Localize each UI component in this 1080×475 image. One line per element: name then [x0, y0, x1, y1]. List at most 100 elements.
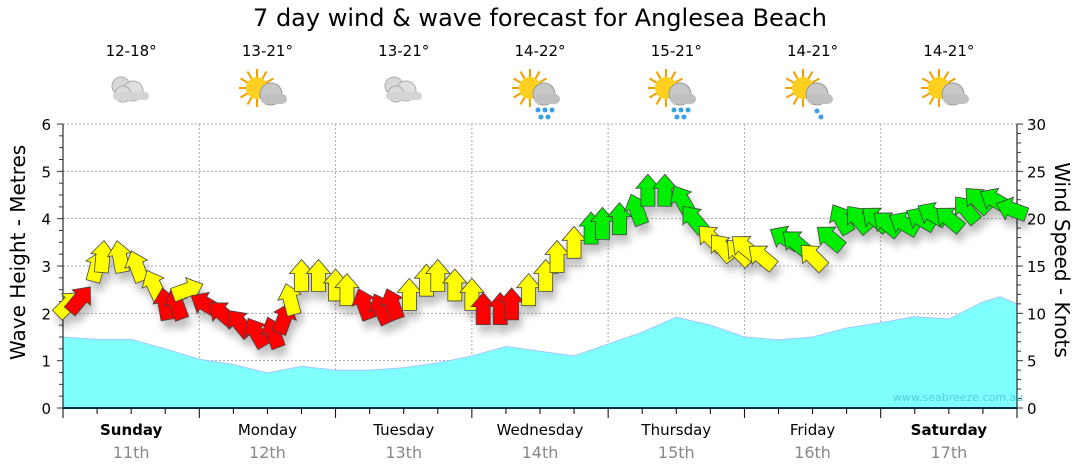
day-name: Friday — [789, 421, 836, 439]
wind-arrow — [498, 287, 525, 321]
wind-arrow-shape — [995, 196, 1030, 222]
light-showers-icon — [784, 69, 833, 120]
right-tick-label: 10 — [1027, 305, 1046, 323]
temperature-range: 14-21° — [923, 42, 975, 60]
day-label: Monday 12th — [202, 421, 332, 462]
wind-arrow — [561, 225, 587, 259]
wind-arrow-shape — [936, 207, 967, 235]
forecast-day: 15-21° — [626, 42, 726, 122]
left-tick-label: 1 — [41, 353, 51, 371]
day-name: Wednesday — [496, 421, 584, 439]
watermark: www.seabreeze.com.au — [893, 391, 1024, 404]
wind-arrow-shape — [800, 244, 830, 274]
wind-arrow-shape — [748, 245, 779, 273]
wind-arrow — [816, 226, 847, 254]
temperature-range: 13-21° — [378, 42, 430, 60]
wind-arrow — [90, 239, 116, 274]
day-date: 14th — [521, 443, 559, 462]
right-tick-label: 5 — [1027, 353, 1037, 371]
showers-icon — [648, 69, 697, 120]
wind-arrow-shape — [561, 225, 587, 259]
wind-arrow — [424, 258, 451, 292]
forecast-day: 13-21° — [217, 42, 317, 122]
day-name: Tuesday — [373, 421, 435, 439]
left-tick-label: 4 — [41, 211, 51, 229]
day-date: 16th — [794, 443, 831, 462]
wind-arrow — [379, 288, 405, 322]
day-name: Thursday — [641, 421, 712, 439]
y-axis-label-right: Wind Speed - Knots — [1050, 162, 1074, 358]
temperature-range: 14-21° — [787, 42, 839, 60]
day-date: 15th — [657, 443, 695, 462]
wind-arrow-shape — [955, 196, 983, 227]
left-tick-label: 2 — [41, 305, 51, 323]
wind-arrow-shape — [63, 286, 91, 317]
right-tick-label: 0 — [1027, 400, 1037, 418]
wind-arrow — [748, 245, 779, 273]
day-name: Sunday — [99, 421, 163, 439]
wind-arrow — [800, 244, 830, 274]
day-date: 11th — [112, 443, 150, 462]
wind-arrow-shape — [635, 173, 661, 207]
wind-arrow-shape — [424, 258, 451, 292]
temperature-range: 15-21° — [650, 42, 702, 60]
forecast-day: 14-22° — [490, 42, 590, 122]
wind-arrow — [829, 204, 856, 237]
day-label: Saturday 17th — [884, 421, 1014, 462]
axes: 0 1 2 3 4 5 6 0 5 10 15 20 25 30 — [41, 116, 1046, 418]
day-date: 17th — [930, 443, 968, 462]
wind-arrow-shape — [396, 277, 423, 311]
wind-arrow-shape — [305, 258, 332, 292]
wind-arrow — [351, 288, 377, 322]
wind-arrow — [955, 196, 983, 227]
wind-arrow-shape — [829, 204, 856, 237]
wind-arrow-shape — [441, 268, 468, 302]
wind-arrow — [305, 258, 332, 292]
temperature-range: 14-22° — [514, 42, 566, 60]
chart-title: 7 day wind & wave forecast for Anglesea … — [253, 4, 827, 32]
wind-arrow-shape — [351, 288, 377, 322]
day-label: Wednesday 14th — [475, 421, 605, 462]
forecast-day: 13-21° — [354, 42, 454, 122]
day-name: Saturday — [910, 421, 988, 439]
right-tick-label: 20 — [1027, 211, 1046, 229]
wind-arrow-shape — [106, 240, 133, 274]
wind-arrow — [288, 258, 315, 292]
wind-arrow — [936, 207, 967, 235]
wind-arrows — [51, 173, 1030, 351]
wind-arrow — [515, 273, 542, 307]
left-tick-label: 6 — [41, 116, 51, 134]
wind-arrow-shape — [288, 258, 315, 292]
forecast-day: 14-21° — [899, 42, 999, 122]
wind-arrow-shape — [470, 291, 497, 326]
cloudy-icon — [384, 76, 422, 103]
right-tick-label: 15 — [1027, 258, 1046, 276]
wind-arrow — [441, 268, 468, 302]
wind-arrow — [63, 286, 91, 317]
partly-cloudy-icon — [239, 69, 288, 107]
wind-arrow-shape — [90, 239, 116, 274]
wind-arrow-shape — [515, 273, 542, 307]
wind-arrow — [106, 240, 133, 274]
wind-arrow-shape — [816, 226, 847, 254]
temperature-range: 13-21° — [241, 42, 293, 60]
wind-arrow — [544, 239, 570, 273]
day-label: Tuesday 13th — [339, 421, 469, 462]
day-label: Sunday 11th — [66, 421, 196, 462]
wind-arrow-shape — [379, 288, 405, 322]
left-tick-label: 0 — [41, 400, 51, 418]
day-name: Monday — [237, 421, 298, 439]
right-tick-label: 30 — [1027, 116, 1046, 134]
day-date: 12th — [249, 443, 286, 462]
wind-arrow — [635, 173, 661, 207]
wind-arrow-shape — [544, 239, 570, 273]
wind-arrow — [470, 291, 497, 326]
y-axis-label-left: Wave Height - Metres — [6, 144, 30, 360]
left-tick-label: 3 — [41, 258, 51, 276]
temperature-range: 12-18° — [105, 42, 157, 60]
forecast-day: 14-21° — [763, 42, 863, 122]
day-label: Friday 16th — [748, 421, 878, 462]
day-date: 13th — [385, 443, 423, 462]
left-tick-label: 5 — [41, 163, 51, 181]
